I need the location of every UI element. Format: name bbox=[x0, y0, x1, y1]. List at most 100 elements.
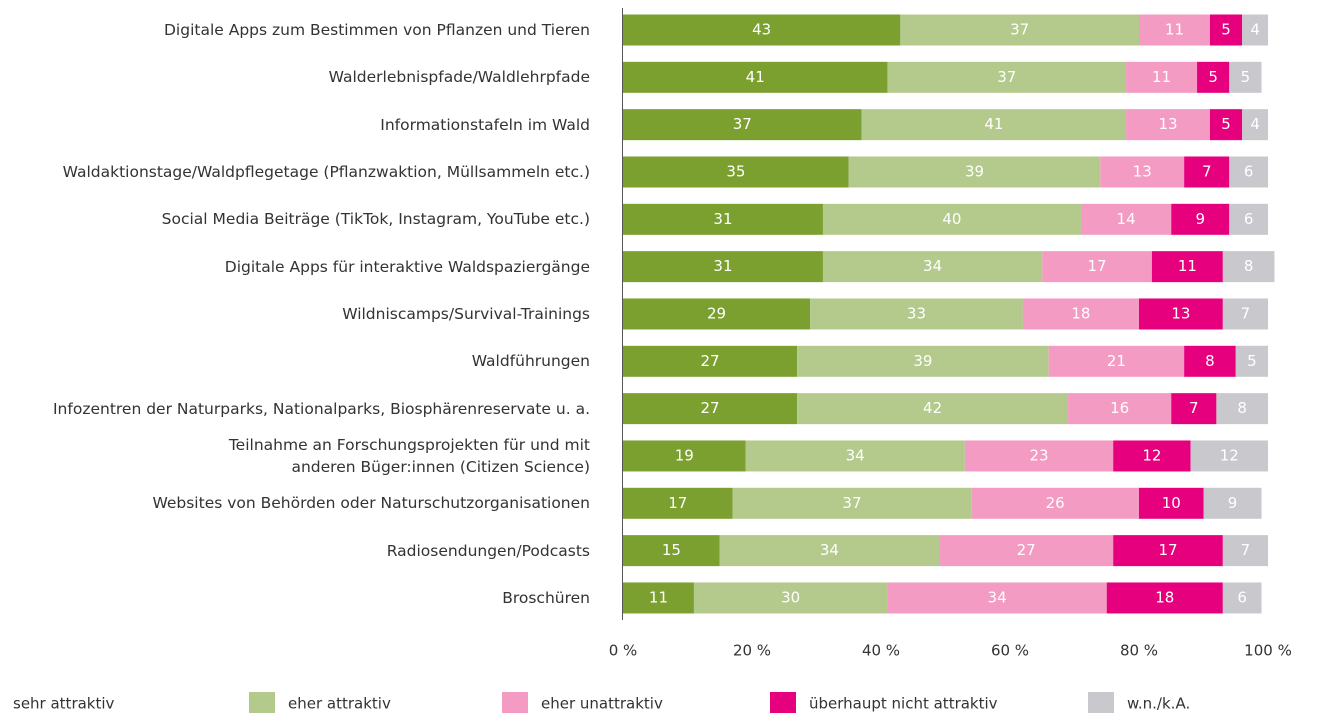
bar-segment bbox=[623, 535, 720, 567]
bar-segment bbox=[1042, 251, 1152, 283]
value-label: 27 bbox=[701, 399, 720, 417]
category-label: Informationstafeln im Wald bbox=[380, 115, 590, 134]
bar-segment bbox=[1139, 14, 1210, 46]
value-label: 37 bbox=[1010, 21, 1029, 39]
value-label: 7 bbox=[1189, 399, 1199, 417]
bar-segment bbox=[1080, 203, 1172, 235]
value-label: 34 bbox=[923, 257, 942, 275]
bar-segment bbox=[623, 298, 811, 330]
bar-segment bbox=[1242, 14, 1268, 46]
value-label: 34 bbox=[820, 541, 839, 559]
bar-segment bbox=[797, 393, 1069, 425]
bar-segment bbox=[623, 14, 901, 46]
bar-segment bbox=[822, 203, 1081, 235]
bar-segment bbox=[693, 582, 888, 614]
value-label: 11 bbox=[649, 588, 668, 606]
bar-segment bbox=[939, 535, 1114, 567]
bar-segment bbox=[1190, 440, 1268, 472]
bar-segment bbox=[1184, 156, 1230, 188]
value-label: 9 bbox=[1228, 494, 1238, 512]
value-label: 43 bbox=[752, 21, 771, 39]
bar-segment bbox=[1222, 251, 1275, 283]
value-label: 41 bbox=[746, 68, 765, 86]
value-label: 37 bbox=[997, 68, 1016, 86]
value-label: 12 bbox=[1220, 446, 1239, 464]
bar-segment bbox=[1171, 203, 1230, 235]
bar-segment bbox=[1100, 156, 1185, 188]
x-tick-label: 60 % bbox=[991, 642, 1029, 660]
value-label: 6 bbox=[1244, 162, 1254, 180]
bar-segment bbox=[1229, 156, 1268, 188]
legend-label: sehr attraktiv bbox=[13, 695, 115, 713]
legend-label: eher unattraktiv bbox=[541, 695, 663, 713]
bar-segment bbox=[887, 61, 1127, 93]
value-label: 5 bbox=[1241, 68, 1251, 86]
value-label: 5 bbox=[1221, 21, 1231, 39]
bar-segment bbox=[623, 156, 849, 188]
value-label: 31 bbox=[713, 210, 732, 228]
value-label: 27 bbox=[701, 352, 720, 370]
value-label: 7 bbox=[1202, 162, 1212, 180]
bar-segment bbox=[1222, 298, 1268, 330]
bar-segment bbox=[623, 251, 823, 283]
bar-segment bbox=[887, 582, 1107, 614]
bar-segment bbox=[745, 440, 965, 472]
value-label: 13 bbox=[1158, 115, 1177, 133]
value-label: 23 bbox=[1029, 446, 1048, 464]
category-label: Social Media Beiträge (TikTok, Instagram… bbox=[161, 210, 590, 229]
value-label: 29 bbox=[707, 304, 726, 322]
value-label: 16 bbox=[1110, 399, 1129, 417]
bar-segment bbox=[1126, 109, 1210, 141]
value-label: 34 bbox=[988, 588, 1007, 606]
bar-segment bbox=[1216, 393, 1268, 425]
legend-swatch bbox=[770, 692, 796, 713]
bar-segment bbox=[1197, 61, 1230, 93]
category-label: Radiosendungen/Podcasts bbox=[386, 541, 590, 560]
category-label: Digitale Apps für interaktive Waldspazie… bbox=[224, 257, 590, 276]
value-label: 26 bbox=[1046, 494, 1065, 512]
bar-segment bbox=[900, 14, 1139, 46]
value-label: 6 bbox=[1244, 210, 1254, 228]
bar-segment bbox=[623, 393, 798, 425]
category-label: Digitale Apps zum Bestimmen von Pflanzen… bbox=[163, 21, 590, 39]
value-label: 7 bbox=[1241, 541, 1251, 559]
bar-segment bbox=[623, 61, 888, 93]
category-label: Broschüren bbox=[502, 588, 590, 607]
bar-segment bbox=[1229, 61, 1262, 93]
bar-segment bbox=[719, 535, 940, 567]
value-label: 17 bbox=[668, 494, 687, 512]
bar-segment bbox=[1106, 582, 1223, 614]
bar-segment bbox=[1113, 440, 1191, 472]
value-label: 39 bbox=[913, 352, 932, 370]
value-label: 37 bbox=[842, 494, 861, 512]
x-tick-label: 20 % bbox=[733, 642, 771, 660]
bar-segment bbox=[1229, 203, 1268, 235]
bar-segment bbox=[623, 203, 823, 235]
value-label: 9 bbox=[1196, 210, 1206, 228]
value-label: 18 bbox=[1071, 304, 1090, 322]
bar-segment bbox=[848, 156, 1101, 188]
x-tick-label: 100 % bbox=[1244, 642, 1292, 660]
category-label: Wildniscamps/Survival-Trainings bbox=[342, 304, 590, 323]
value-label: 17 bbox=[1088, 257, 1107, 275]
value-label: 15 bbox=[662, 541, 681, 559]
bar-segment bbox=[1113, 535, 1223, 567]
bar-segment bbox=[971, 487, 1139, 519]
category-label: Walderlebnispfade/Waldlehrpfade bbox=[328, 68, 590, 87]
bar-segment bbox=[1222, 535, 1268, 567]
value-label: 35 bbox=[726, 162, 745, 180]
bar-segment bbox=[1151, 251, 1223, 283]
value-label: 14 bbox=[1117, 210, 1136, 228]
bar-segment bbox=[1209, 14, 1243, 46]
category-label: Waldführungen bbox=[471, 352, 590, 371]
value-label: 8 bbox=[1237, 399, 1247, 417]
bar-segment bbox=[1209, 109, 1243, 141]
value-label: 31 bbox=[713, 257, 732, 275]
bar-segment bbox=[1139, 298, 1223, 330]
x-tick-label: 80 % bbox=[1120, 642, 1158, 660]
bar-segment bbox=[1139, 487, 1204, 519]
legend-label: eher attraktiv bbox=[288, 695, 391, 713]
value-label: 42 bbox=[923, 399, 942, 417]
